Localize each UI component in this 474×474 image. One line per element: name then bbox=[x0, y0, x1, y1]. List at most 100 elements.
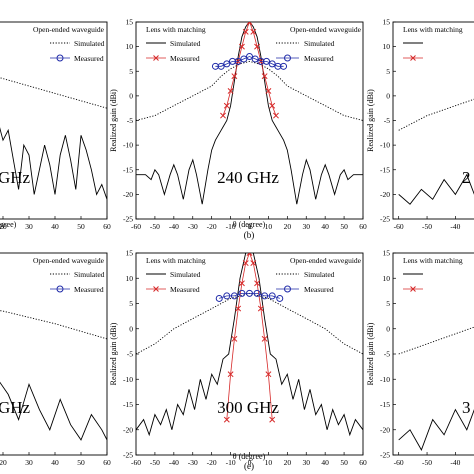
y-axis-label: Realized gain (dBi) bbox=[366, 322, 375, 385]
simulated-dotted-line bbox=[398, 98, 474, 131]
y-tick-label: -10 bbox=[123, 375, 133, 384]
y-tick-label: 10 bbox=[126, 42, 134, 51]
measured-lens-line bbox=[226, 253, 273, 420]
simulated-dotted-line bbox=[0, 77, 107, 109]
cross-marker bbox=[265, 87, 272, 94]
measured-waveguide-line bbox=[215, 56, 284, 67]
legend: Open-ended waveguide Simulated Measured bbox=[33, 25, 105, 63]
x-tick-label: 20 bbox=[0, 222, 7, 231]
legend-simulated-label: Simulated bbox=[74, 270, 105, 279]
x-tick-group: -60 -50 -40 -30 -20 -10 0 10 20 30 40 50 60 bbox=[131, 216, 367, 231]
x-tick-label: 50 bbox=[77, 458, 85, 467]
x-tick-label: 20 bbox=[0, 458, 7, 467]
y-tick-label: 0 bbox=[386, 324, 390, 333]
x-tick-label: 60 bbox=[359, 222, 367, 231]
y-tick-label: -10 bbox=[380, 375, 390, 384]
legend-simulated-label: Simulated bbox=[304, 39, 335, 48]
frequency-label: 240 GHz bbox=[217, 168, 279, 187]
legend-lens-title: Lens with matching bbox=[146, 25, 206, 34]
x-tick-label: -10 bbox=[226, 222, 236, 231]
legend-cross-marker bbox=[153, 55, 159, 61]
y-tick-group: -25 -20 -15 -10 -5 0 5 10 15 bbox=[380, 249, 396, 460]
circle-marker bbox=[280, 62, 288, 70]
cross-marker bbox=[227, 371, 234, 378]
circle-marker bbox=[223, 292, 231, 300]
x-tick-label: -60 bbox=[394, 222, 404, 231]
data-layer bbox=[136, 22, 363, 205]
data-layer bbox=[398, 98, 474, 205]
x-tick-label: -30 bbox=[188, 458, 198, 467]
y-axis-label: Realized gain (dBi) bbox=[109, 89, 118, 152]
legend: Lens with matching bbox=[403, 256, 463, 292]
chart-panel-left-top: 20 30 40 50 60 (degree) Open-ended waveguide Si… bbox=[0, 21, 111, 231]
x-tick-label: -40 bbox=[450, 458, 460, 467]
frequency-label: 300 GHz bbox=[217, 398, 279, 417]
cross-marker bbox=[254, 43, 261, 50]
x-axis-label: θ (degree) bbox=[233, 220, 266, 229]
y-tick-label: -5 bbox=[384, 116, 390, 125]
x-tick-label: -60 bbox=[131, 458, 141, 467]
circle-marker bbox=[251, 55, 259, 63]
cross-marker bbox=[257, 305, 264, 312]
y-tick-label: 5 bbox=[386, 67, 390, 76]
simulated-solid-line bbox=[0, 127, 107, 200]
frequency-label: 3 bbox=[462, 398, 471, 417]
cross-marker bbox=[220, 112, 226, 119]
y-tick-label: 15 bbox=[126, 249, 134, 258]
cross-marker bbox=[242, 28, 249, 35]
circle-marker bbox=[253, 289, 261, 297]
circle-marker bbox=[223, 60, 231, 68]
legend-measured-label: Measured bbox=[304, 54, 334, 63]
x-tick-label: -20 bbox=[207, 222, 217, 231]
y-tick-label: -20 bbox=[380, 190, 390, 199]
y-tick-label: 10 bbox=[383, 274, 391, 283]
legend-measured-label: Measured bbox=[74, 54, 104, 63]
y-tick-group: -25 -20 -15 -10 -5 0 5 10 15 bbox=[380, 18, 396, 224]
legend-circle-marker bbox=[56, 54, 64, 62]
legend-waveguide-title: Open-ended waveguide bbox=[290, 25, 362, 34]
chart-panel-center-bottom: -60 -50 -40 -30 -20 -10 0 10 20 30 40 50 60-25-20-15… bbox=[109, 249, 367, 468]
x-tick-label: -60 bbox=[131, 222, 141, 231]
x-tick-label: 40 bbox=[51, 458, 59, 467]
y-tick-label: 5 bbox=[386, 299, 390, 308]
caption-e: (e) bbox=[244, 461, 254, 471]
data-layer bbox=[398, 326, 474, 451]
y-tick-label: 15 bbox=[383, 249, 391, 258]
data-layer bbox=[0, 310, 107, 441]
cross-marker bbox=[238, 280, 245, 287]
circle-marker bbox=[240, 55, 248, 63]
circle-marker bbox=[261, 292, 269, 300]
y-tick-label: -15 bbox=[123, 165, 133, 174]
chart-panel-left-bottom: 20 30 40 50 60 Open-ended waveguide Simulated M… bbox=[0, 252, 111, 467]
x-tick-group: 20 30 40 50 60 bbox=[0, 216, 111, 231]
plot-frame bbox=[0, 21, 108, 220]
y-tick-label: -5 bbox=[127, 116, 133, 125]
x-tick-label: -60 bbox=[394, 458, 404, 467]
legend-cross-marker bbox=[153, 286, 159, 292]
legend: Open-ended waveguide Simulated Measured bbox=[33, 256, 105, 294]
y-tick-label: -20 bbox=[123, 190, 133, 199]
legend-measured-label: Measured bbox=[170, 54, 200, 63]
y-axis-label: Realized gain (dBi) bbox=[366, 89, 375, 152]
cross-marker bbox=[223, 416, 230, 423]
frequency-label: GHz bbox=[0, 398, 31, 417]
legend-simulated-label: Simulated bbox=[170, 39, 201, 48]
y-tick-label: -25 bbox=[380, 215, 390, 224]
simulated-solid-line bbox=[0, 381, 107, 441]
x-tick-label: -40 bbox=[169, 458, 179, 467]
y-tick-label: -5 bbox=[384, 350, 390, 359]
x-tick-label: 50 bbox=[340, 458, 348, 467]
x-tick-label: -50 bbox=[422, 222, 432, 231]
x-tick-label: 30 bbox=[303, 458, 311, 467]
simulated-dotted-line bbox=[136, 60, 363, 121]
y-tick-label: -15 bbox=[380, 400, 390, 409]
x-tick-label: -50 bbox=[422, 458, 432, 467]
legend-measured-label: Measured bbox=[304, 285, 334, 294]
x-tick-label: -30 bbox=[188, 222, 198, 231]
cross-marker bbox=[269, 416, 276, 423]
x-tick-label: -40 bbox=[450, 222, 460, 231]
cross-marker bbox=[265, 371, 272, 378]
cross-marker bbox=[223, 102, 230, 109]
x-tick-label: 0 bbox=[248, 222, 252, 231]
x-tick-label: 0 bbox=[248, 458, 252, 467]
